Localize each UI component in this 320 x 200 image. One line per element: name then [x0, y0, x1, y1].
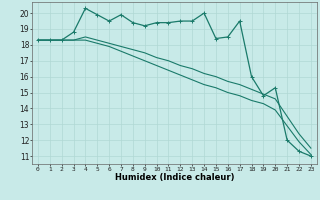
X-axis label: Humidex (Indice chaleur): Humidex (Indice chaleur) [115, 173, 234, 182]
